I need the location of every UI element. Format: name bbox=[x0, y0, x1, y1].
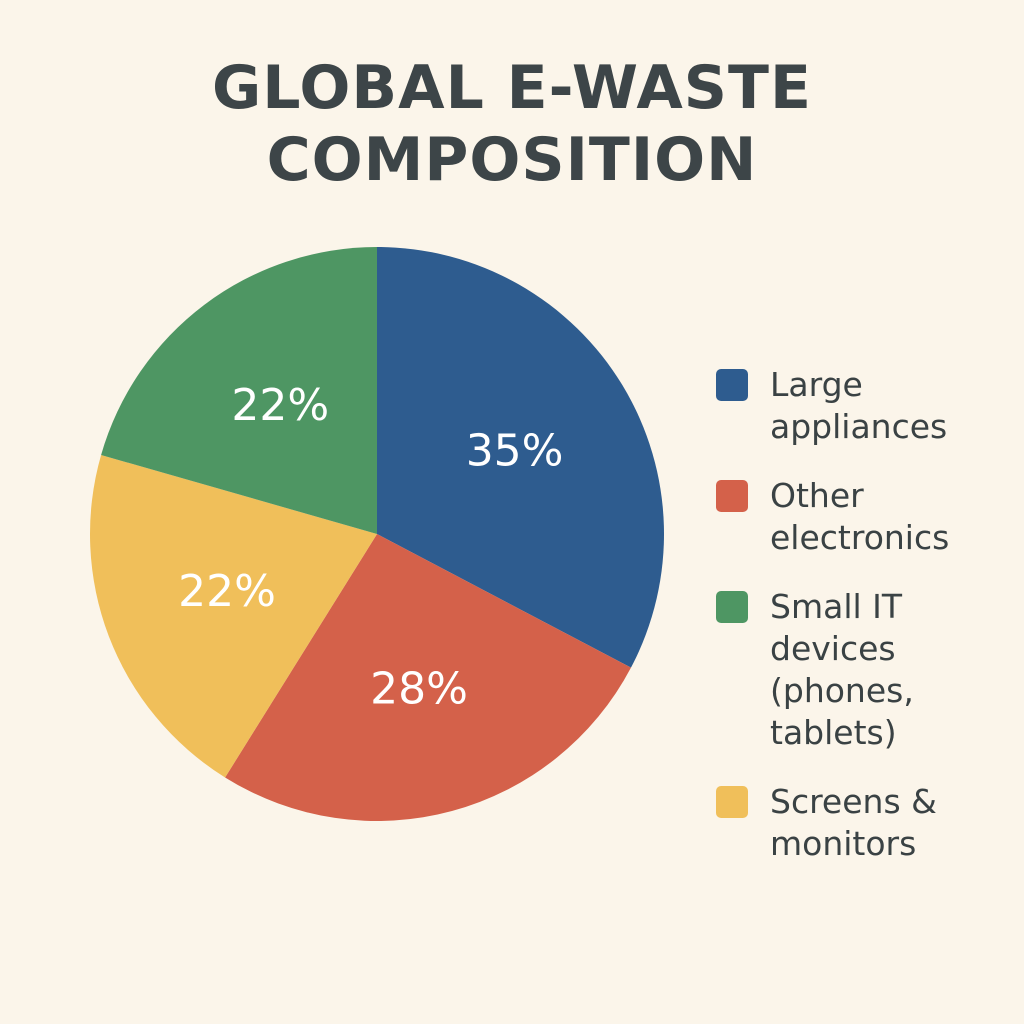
pie-label-small-it-devices-phones-tablets: 22% bbox=[231, 380, 329, 431]
legend-label-other-electronics: Other electronics bbox=[770, 476, 950, 557]
legend-swatch-large-appliances bbox=[716, 369, 748, 401]
legend: Large appliances Other electronics Small… bbox=[716, 364, 1016, 892]
legend-label-screens-monitors: Screens & monitors bbox=[770, 782, 937, 863]
legend-swatch-screens-monitors bbox=[716, 786, 748, 818]
chart-title-line-1: GLOBAL E-WASTE bbox=[212, 53, 812, 123]
pie-labels: 35% 28% 22% 22% bbox=[178, 380, 563, 714]
pie-slice-large-appliances bbox=[377, 247, 664, 668]
chart-title: GLOBAL E-WASTE COMPOSITION bbox=[0, 52, 1024, 196]
pie-slice-small-it-devices-phones-tablets bbox=[101, 247, 377, 534]
legend-label-small-it-devices: Small IT devices (phones, tablets) bbox=[770, 587, 914, 752]
legend-label-large-appliances: Large appliances bbox=[770, 365, 948, 446]
pie-label-screens-monitors: 22% bbox=[178, 566, 276, 617]
pie-slice-screens-monitors bbox=[90, 454, 377, 778]
pie-label-other-electronics: 28% bbox=[370, 664, 468, 715]
pie-label-large-appliances: 35% bbox=[466, 425, 564, 476]
pie-slices bbox=[90, 247, 664, 821]
legend-swatch-small-it-devices bbox=[716, 591, 748, 623]
legend-item-other-electronics: Other electronics bbox=[716, 475, 1016, 559]
legend-item-screens-monitors: Screens & monitors bbox=[716, 781, 1016, 865]
legend-swatch-other-electronics bbox=[716, 480, 748, 512]
legend-item-large-appliances: Large appliances bbox=[716, 364, 1016, 448]
legend-item-small-it-devices: Small IT devices (phones, tablets) bbox=[716, 586, 1016, 754]
pie-slice-other-electronics bbox=[225, 534, 631, 821]
chart-title-line-2: COMPOSITION bbox=[266, 125, 758, 195]
